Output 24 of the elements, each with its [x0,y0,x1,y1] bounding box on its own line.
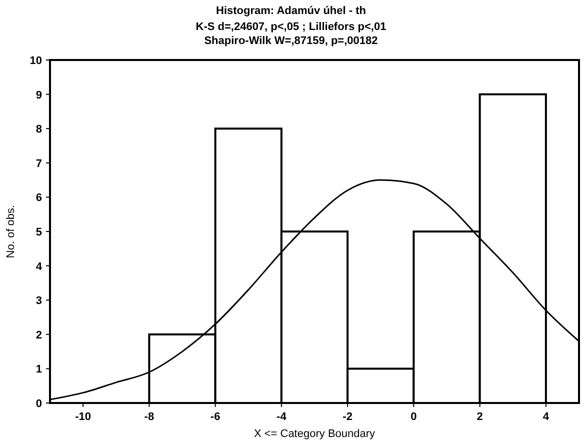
chart-title: Histogram: Adamúv úhel - th [216,5,366,17]
x-axis-title: X <= Category Boundary [254,428,376,440]
y-tick-label: 8 [36,124,42,136]
y-tick-label: 1 [36,364,42,376]
y-tick-label: 7 [36,158,42,170]
y-tick-label: 4 [36,260,43,273]
y-tick-label: 6 [36,192,42,204]
chart-subtitle: K-S d=,24607, p<,05 ; Lilliefors p<,01 [196,21,386,33]
y-tick-label: 0 [36,398,42,410]
y-tick-label: 9 [36,89,42,102]
y-tick-label: 3 [36,295,42,308]
x-tick-label: 0 [410,411,417,423]
y-tick-label: 2 [36,329,42,342]
y-tick-label: 5 [36,226,42,238]
y-tick-label: 10 [30,55,42,67]
x-tick-label: -2 [342,411,352,423]
x-tick-label: -4 [276,411,288,423]
x-tick-label: 4 [542,411,550,423]
x-tick-label: -8 [144,411,154,423]
y-axis-title: No. of obs. [5,204,17,258]
x-tick-label: -10 [75,411,92,423]
x-tick-label: -6 [210,411,220,423]
text: Shapiro-Wilk W=,87159, p=,00182 [204,35,378,47]
x-tick-label: 2 [476,411,483,423]
